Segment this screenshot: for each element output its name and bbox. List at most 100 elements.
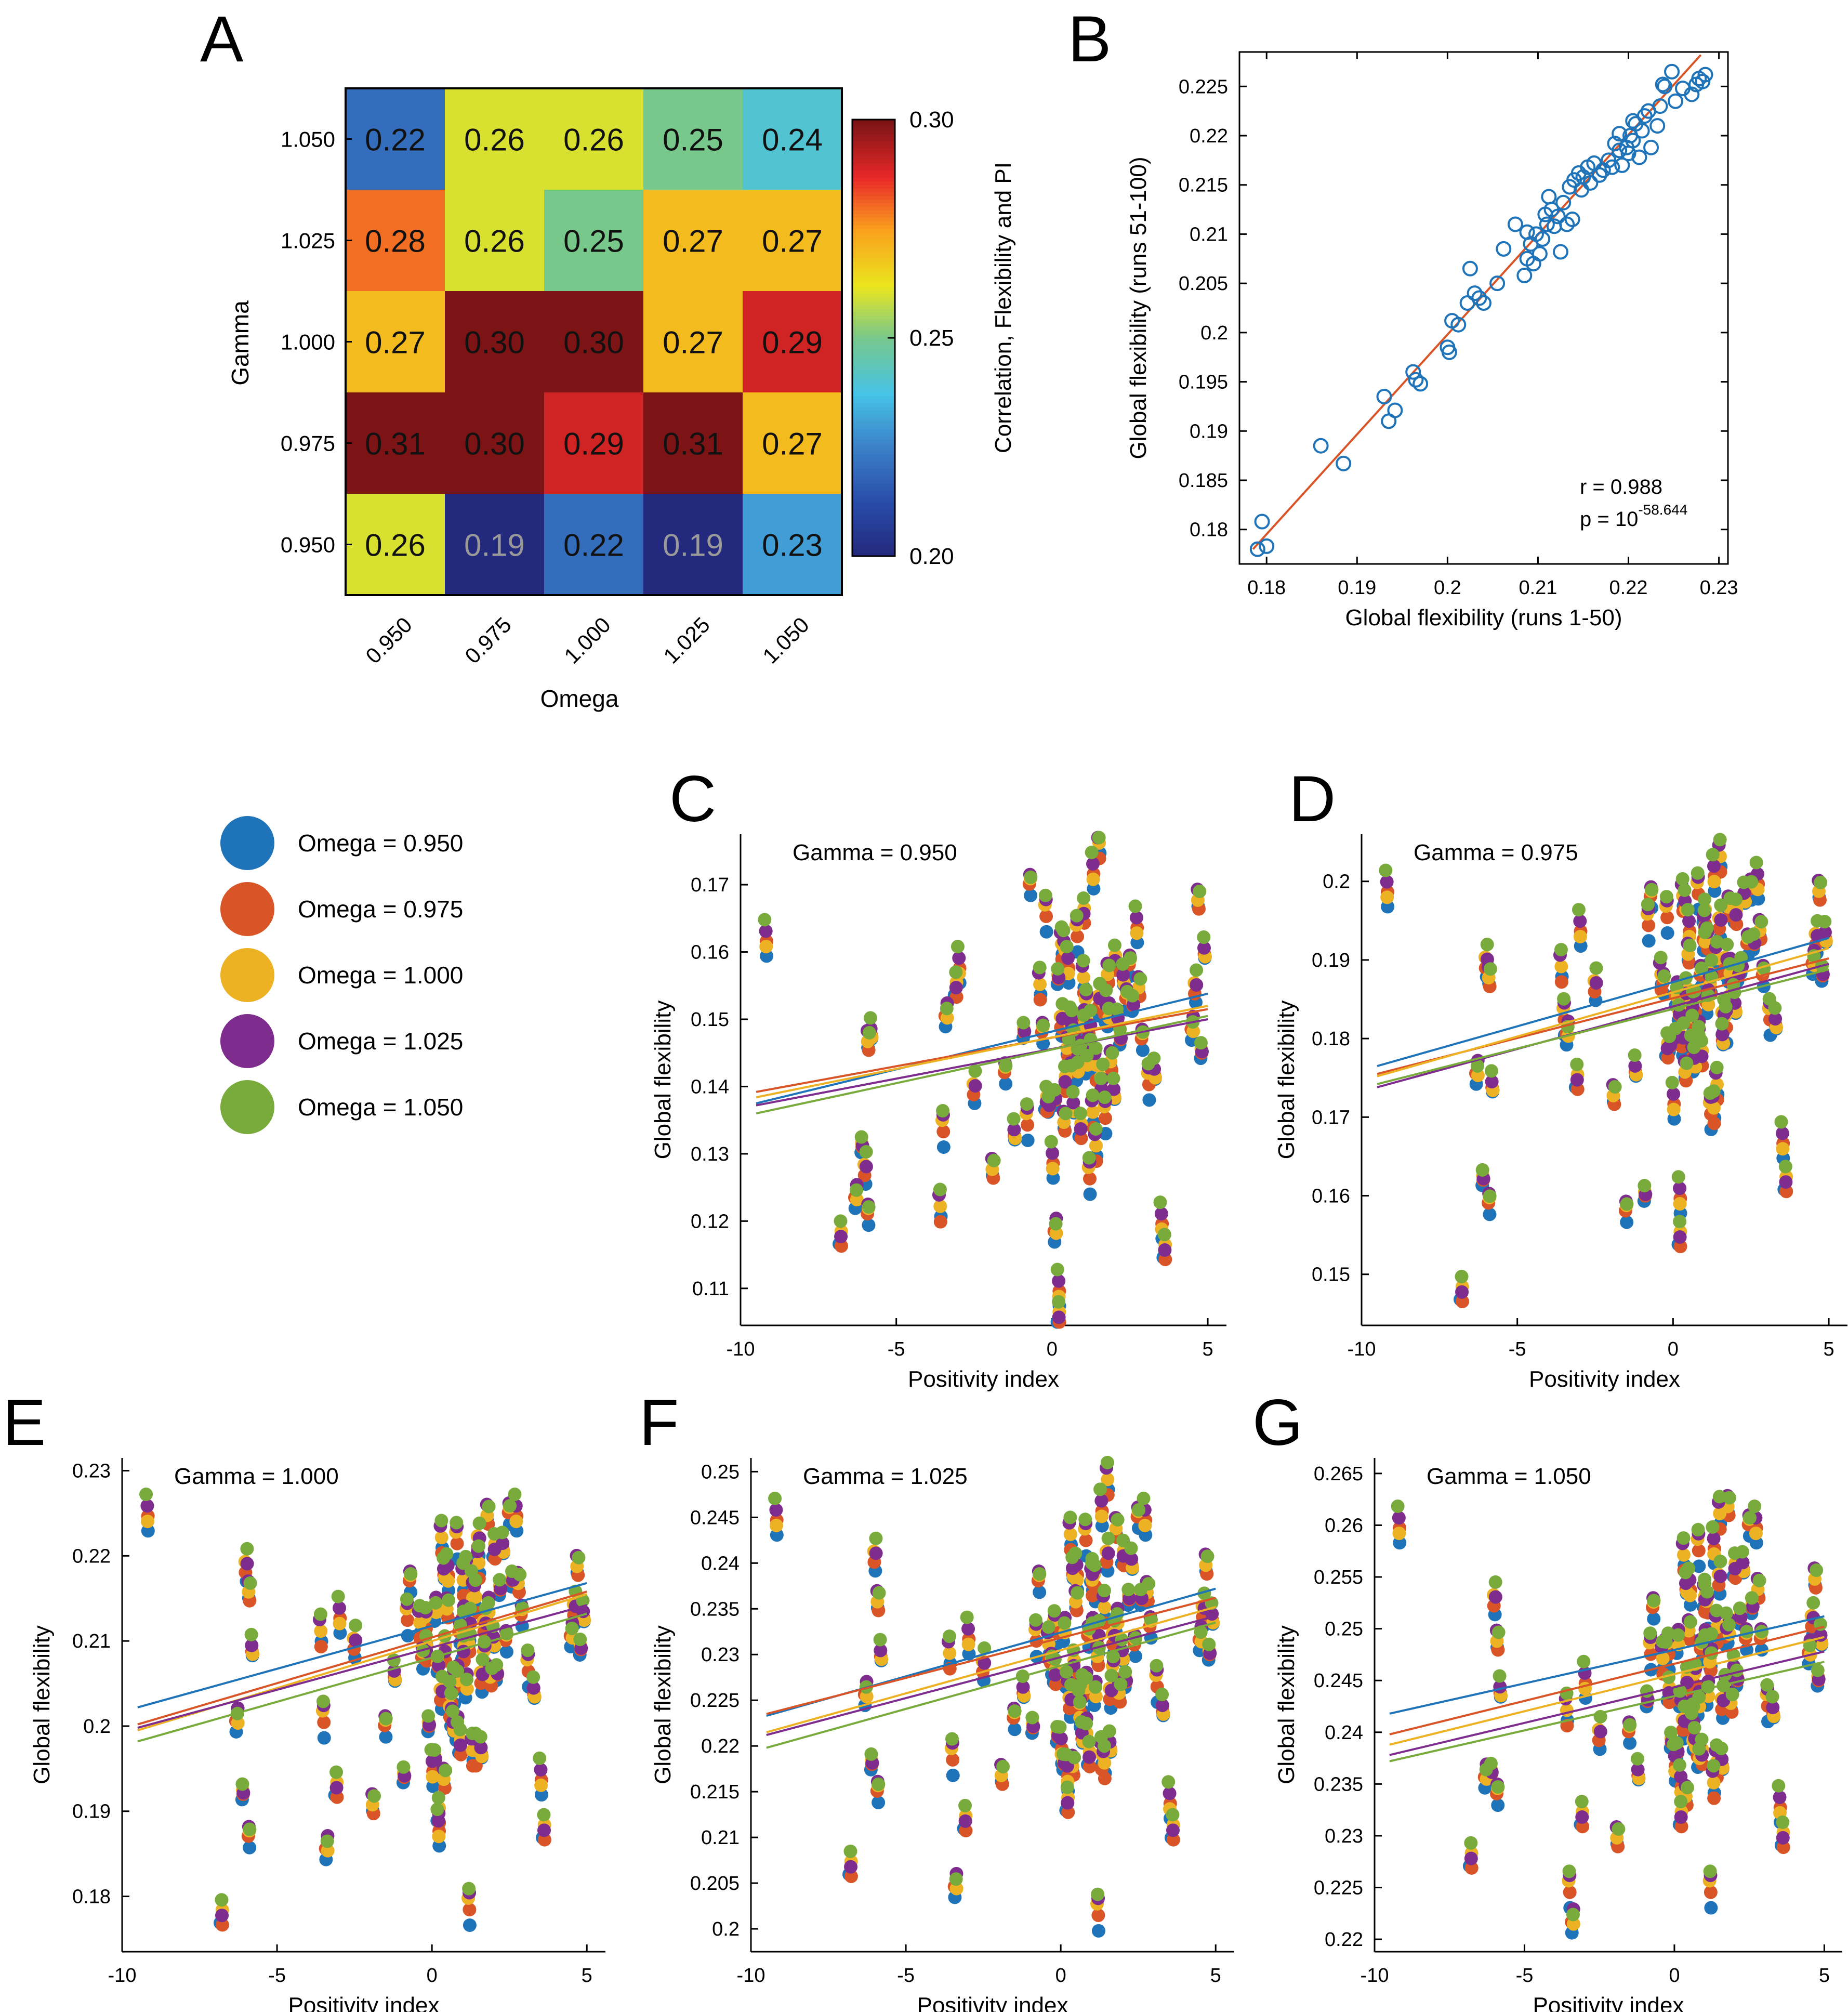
- y-tick-label: 0.225: [690, 1690, 740, 1712]
- data-point: [872, 1777, 886, 1791]
- data-point: [1193, 885, 1207, 899]
- data-point: [1048, 1668, 1062, 1682]
- y-tick-label: 0.23: [1325, 1825, 1363, 1847]
- data-point: [1706, 1520, 1720, 1534]
- heatmap-cell: [544, 190, 644, 292]
- data-point: [1697, 67, 1713, 83]
- colorbar-band: [852, 527, 895, 531]
- data-point: [1620, 1215, 1634, 1229]
- x-tick-label: -10: [1361, 1965, 1389, 1987]
- data-point: [434, 1531, 448, 1545]
- data-point: [1130, 926, 1144, 940]
- colorbar-band: [852, 316, 895, 320]
- y-tick-label: 0.12: [691, 1211, 729, 1232]
- data-point: [940, 1002, 954, 1016]
- heatmap-cell: [445, 291, 545, 393]
- colorbar-band: [852, 451, 895, 455]
- data-point: [952, 951, 966, 965]
- data-point: [1200, 1549, 1215, 1563]
- data-point: [1391, 1500, 1405, 1514]
- data-point: [1818, 915, 1832, 929]
- data-point: [1392, 1511, 1406, 1525]
- data-point: [1249, 541, 1265, 557]
- data-point: [1710, 1060, 1724, 1074]
- data-point: [1577, 1654, 1591, 1668]
- data-point: [1667, 1102, 1681, 1116]
- data-point: [1089, 1139, 1103, 1153]
- x-tick-label: -5: [1516, 1965, 1534, 1987]
- data-point: [463, 1601, 477, 1615]
- data-point: [240, 1557, 254, 1571]
- regression-line: [756, 1018, 1208, 1107]
- colorbar-band: [852, 312, 895, 317]
- y-tick-label: 0.18: [1312, 1028, 1350, 1050]
- data-point: [1064, 1059, 1078, 1073]
- data-point: [1096, 1057, 1110, 1071]
- heatmap-cell: [743, 291, 842, 393]
- data-point: [140, 1499, 154, 1513]
- colorbar-band: [852, 447, 895, 451]
- colorbar-band: [852, 382, 895, 386]
- data-point: [1752, 1573, 1766, 1587]
- data-point: [942, 1629, 956, 1643]
- y-tick-label: 0.2: [1200, 322, 1228, 344]
- regression-line: [1389, 1636, 1825, 1746]
- data-point: [1493, 1669, 1507, 1683]
- data-point: [1620, 1197, 1634, 1211]
- data-point: [1086, 872, 1100, 886]
- data-point: [759, 924, 773, 938]
- data-point: [1491, 1798, 1505, 1812]
- heatmap-cell-label: 0.31: [365, 427, 426, 462]
- colorbar-band: [852, 309, 895, 313]
- data-point: [1197, 930, 1211, 944]
- data-point: [1741, 930, 1755, 944]
- colorbar-band: [852, 236, 895, 240]
- colorbar-band: [852, 331, 895, 335]
- data-point: [1562, 1864, 1576, 1878]
- data-point: [1033, 1585, 1047, 1599]
- data-point: [1818, 925, 1832, 939]
- data-point: [1704, 1901, 1718, 1915]
- data-point: [329, 1781, 344, 1795]
- data-point: [1647, 1594, 1661, 1608]
- data-point: [1083, 1750, 1097, 1764]
- colorbar-band: [852, 291, 895, 295]
- data-point: [1612, 142, 1628, 159]
- data-point: [1441, 344, 1457, 360]
- data-point: [872, 1795, 886, 1809]
- data-point: [1065, 1550, 1079, 1564]
- data-point: [487, 1527, 501, 1541]
- y-tick-label: 0.245: [690, 1507, 740, 1529]
- y-tick-label: 0.215: [1179, 175, 1228, 196]
- colorbar-band: [852, 178, 895, 182]
- data-point: [453, 1722, 467, 1737]
- y-tick-label: 0.2: [712, 1918, 740, 1940]
- data-point: [1057, 1747, 1071, 1761]
- x-tick-label: -10: [727, 1338, 755, 1360]
- data-point: [1552, 244, 1568, 260]
- data-point: [1464, 1851, 1478, 1865]
- data-point: [1760, 1678, 1774, 1692]
- data-point: [1686, 1697, 1700, 1711]
- data-point: [1036, 1018, 1050, 1032]
- data-point: [1566, 1917, 1580, 1931]
- x-tick-label: 0: [1668, 1338, 1679, 1360]
- data-point: [317, 1731, 331, 1745]
- data-point: [1024, 888, 1038, 902]
- data-point: [1065, 1561, 1079, 1575]
- y-tick-label: 0.14: [691, 1076, 729, 1098]
- data-point: [442, 1593, 456, 1607]
- data-point: [1462, 260, 1478, 277]
- data-point: [429, 1596, 443, 1610]
- data-point: [1105, 1046, 1119, 1060]
- colorbar-band: [852, 225, 895, 229]
- data-point: [1691, 866, 1705, 880]
- data-point: [400, 1592, 414, 1606]
- data-point: [1489, 275, 1506, 292]
- data-point: [1111, 1513, 1125, 1527]
- colorbar-band: [852, 349, 895, 353]
- data-point: [487, 1542, 501, 1556]
- data-point: [1063, 1510, 1077, 1524]
- heatmap-cell: [346, 88, 445, 190]
- data-point: [1190, 963, 1204, 977]
